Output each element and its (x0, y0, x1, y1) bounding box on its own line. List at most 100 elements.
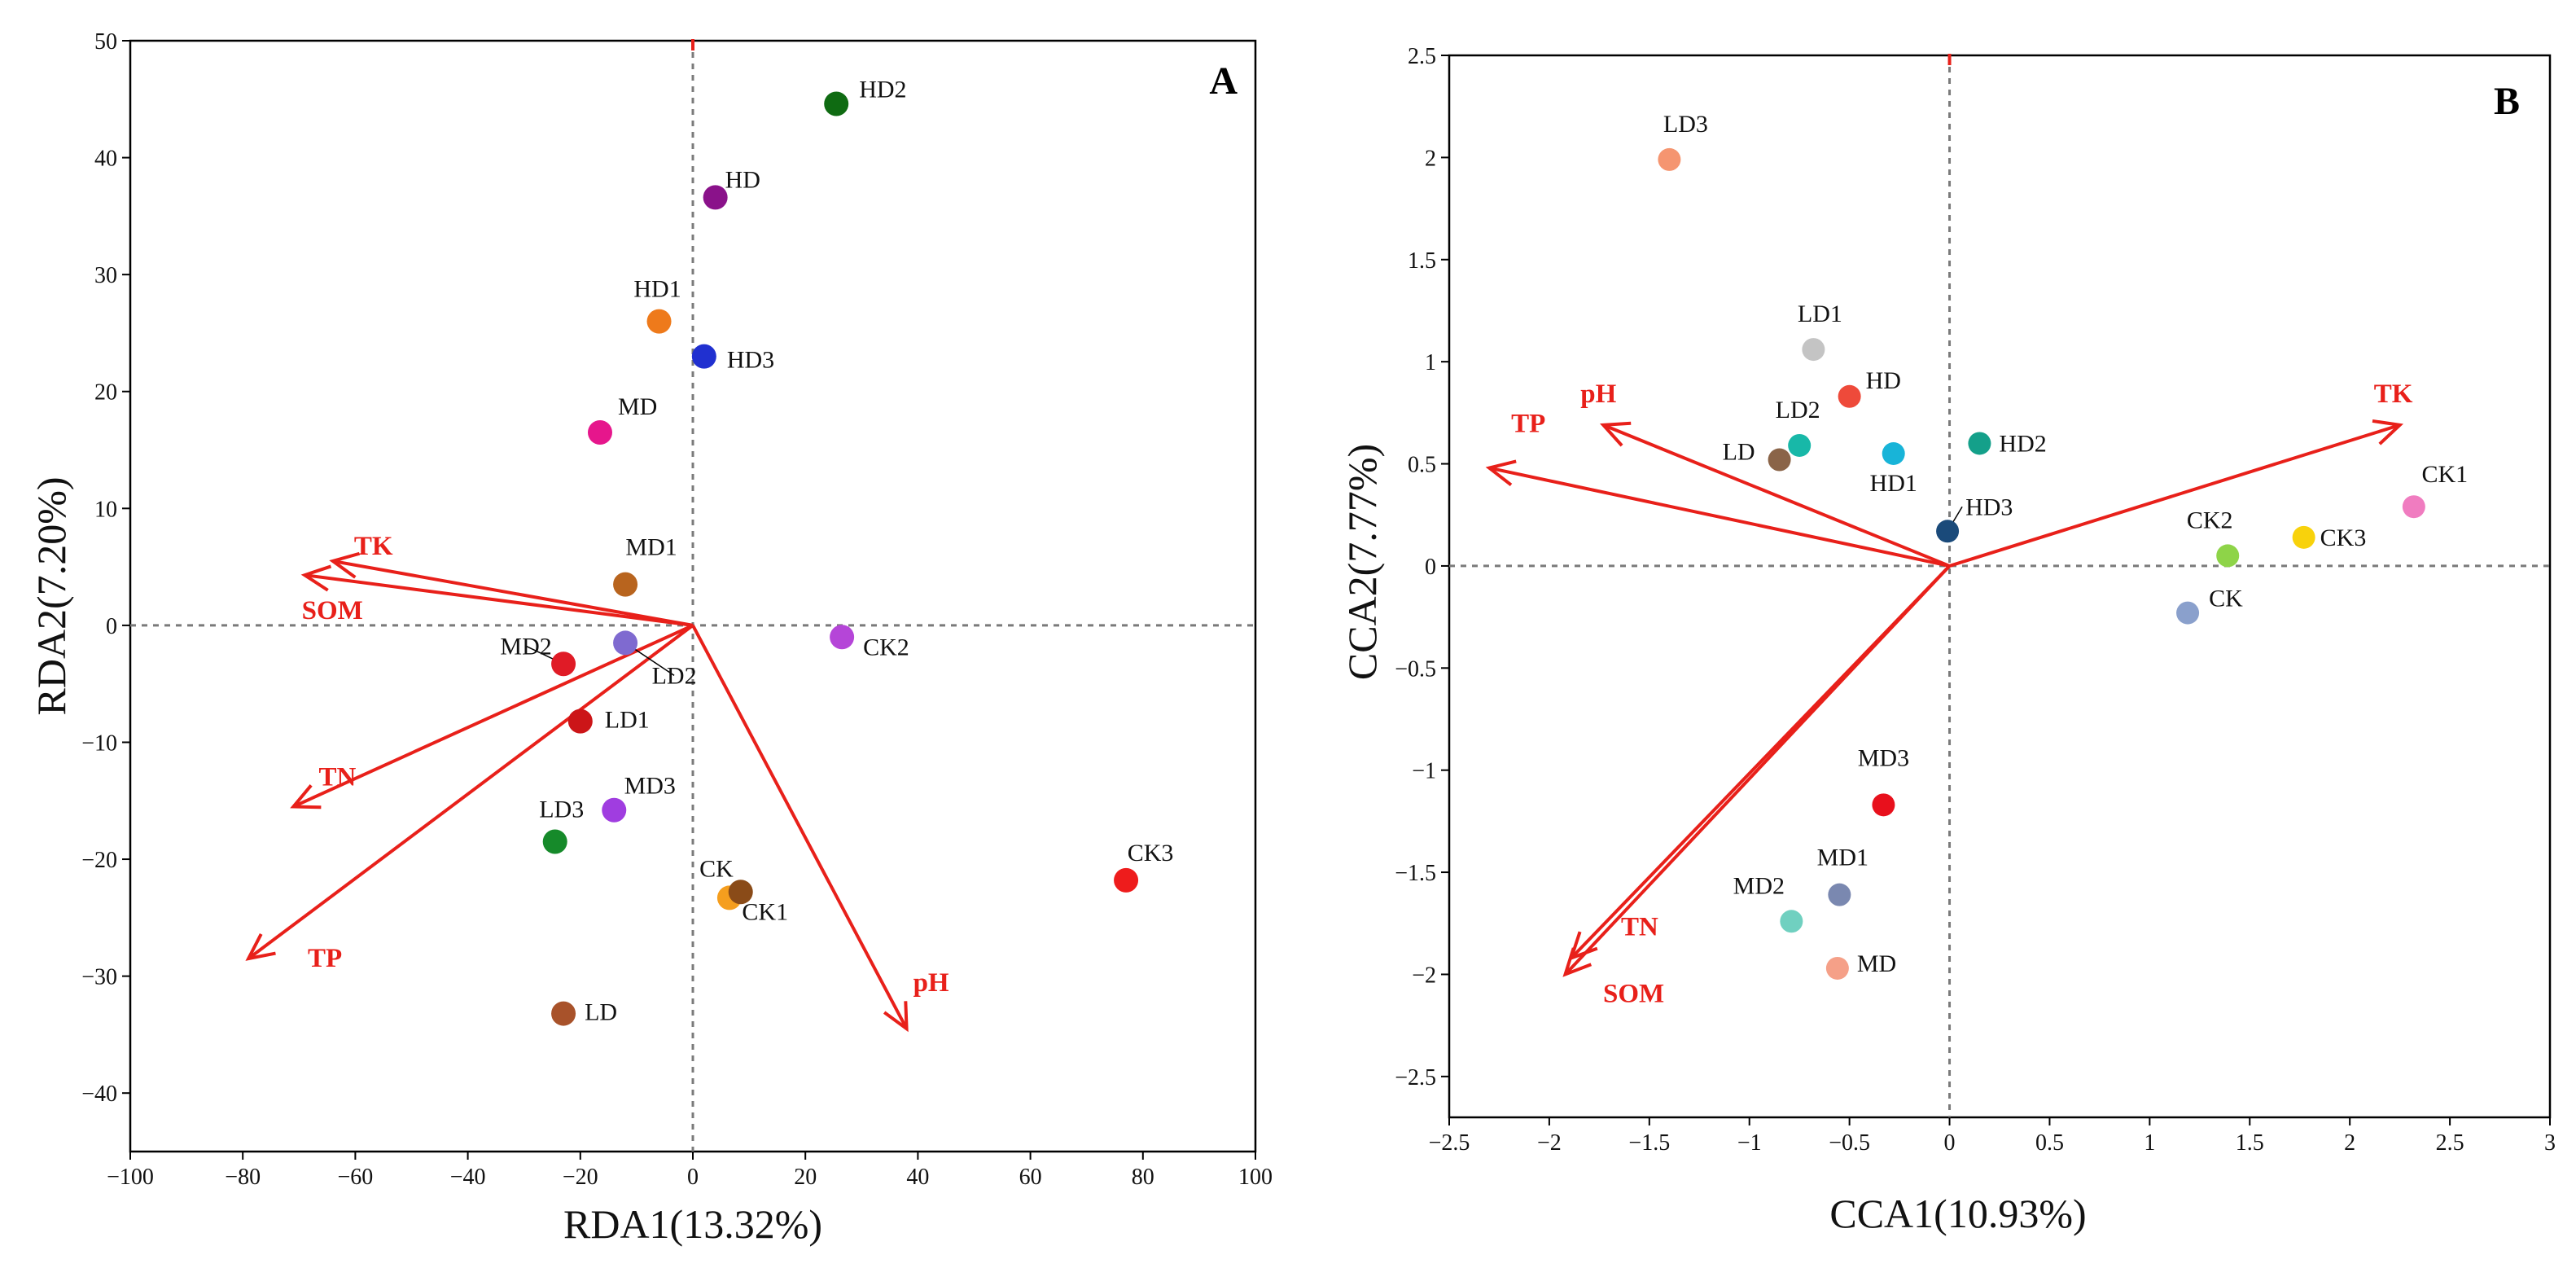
cca-axis-ticks: −2.5 −2 −1.5 −1 −0.5 0 0.5 1 1.5 2 2.5 3 −2.5 −2 −1.5 −… (1395, 44, 2556, 1156)
cca-arrowhead-ph (1600, 421, 1632, 447)
rda-x-tick-label: 20 (794, 1165, 817, 1190)
cca-point-ck (2176, 601, 2200, 625)
cca-point-label-md3: MD3 (1858, 744, 1909, 771)
rda-arrows: TK SOM TN TP pH (245, 532, 949, 1033)
rda-plot-frame (129, 39, 1257, 1153)
cca-arrows: TK TP pH TN SOM (1485, 380, 2413, 1008)
cca-y-tick-label: 1.5 (1408, 248, 1436, 274)
cca-point-label-hd3: HD3 (1965, 494, 2013, 520)
cca-x-tick-label: 0 (1944, 1130, 1956, 1156)
cca-zero-lines (1449, 54, 2550, 1117)
cca-point-md (1825, 956, 1849, 980)
rda-arrow-label-tp: TP (308, 944, 342, 973)
rda-y-tick-label: 50 (94, 29, 117, 55)
cca-y-tick-label: −2 (1412, 963, 1436, 988)
rda-y-tick-label: 10 (94, 497, 117, 522)
rda-x-tick-label: 80 (1132, 1165, 1154, 1190)
cca-point-hd1 (1882, 442, 1905, 465)
cca-point-label-ld: LD (1723, 439, 1755, 466)
cca-arrowhead-tp (1485, 459, 1517, 486)
rda-arrow-label-ph: pH (913, 968, 949, 998)
rda-y-tick-label: 30 (94, 263, 117, 288)
cca-point-hd2 (1968, 432, 1991, 455)
rda-point-label-hd1: HD1 (633, 276, 681, 303)
cca-arrow-tp (1488, 466, 1950, 568)
cca-x-tick-label: 3 (2544, 1130, 2556, 1156)
cca-point-hd (1838, 384, 1861, 408)
cca-point-ld3 (1658, 147, 1681, 171)
cca-point-ld (1768, 448, 1791, 472)
rda-point-label-md2: MD2 (500, 633, 551, 660)
rda-y-tick-label: −30 (81, 965, 117, 990)
rda-arrow-tk (332, 559, 694, 627)
cca-y-tick-label: −1.5 (1395, 861, 1436, 886)
rda-x-tick-label: −80 (225, 1165, 261, 1190)
cca-y-tick-label: 1 (1425, 350, 1436, 375)
cca-point-label-ld1: LD1 (1798, 301, 1842, 327)
rda-arrow-label-tn: TN (318, 762, 356, 792)
rda-point-label-hd2: HD2 (859, 77, 906, 103)
cca-point-label-ld3: LD3 (1663, 111, 1708, 138)
cca-point-hd3 (1936, 520, 1960, 543)
rda-point-label-ld: LD (585, 999, 617, 1026)
cca-point-ck2 (2216, 544, 2240, 568)
rda-arrow-som (304, 573, 694, 627)
rda-y-tick-label: −10 (81, 731, 117, 756)
rda-x-tick-label: −100 (107, 1165, 154, 1190)
cca-arrow-label-tn: TN (1621, 912, 1658, 941)
rda-arrowhead-tn (290, 784, 322, 810)
rda-point-hd3 (691, 344, 716, 369)
rda-axis-ticks: −100 −80 −60 −40 −20 0 20 40 60 80 100−40−30−20−10… (81, 29, 1273, 1190)
cca-y-axis-label: CCA2(7.77%) (1339, 444, 1385, 680)
cca-panel-label: B (2494, 80, 2520, 123)
cca-x-tick-label: 1.5 (2236, 1130, 2264, 1156)
cca-y-tick-label: 2.5 (1408, 44, 1436, 69)
rda-point-label-ck: CK (699, 855, 734, 882)
rda-arrow-label-tk: TK (354, 532, 393, 561)
rda-y-tick-label: 20 (94, 380, 117, 406)
rda-point-md1 (613, 572, 638, 597)
rda-y-axis-label: RDA2(7.20%) (28, 476, 74, 715)
rda-y-tick-label: −40 (81, 1082, 117, 1107)
cca-y-tick-label: 0.5 (1408, 453, 1436, 478)
cca-points: LD3 LD1 HD LD2 LD HD1 HD2 HD3 CK1 CK2 CK3 CK MD3 MD1 M… (1658, 111, 2468, 980)
cca-plot-frame (1448, 54, 2552, 1119)
cca-x-tick-label: 0.5 (2035, 1130, 2064, 1156)
cca-arrow-label-tk: TK (2374, 380, 2413, 409)
rda-arrowhead-tp (245, 932, 276, 961)
rda-x-tick-label: 100 (1238, 1165, 1273, 1190)
rda-arrow-ph (691, 624, 909, 1030)
rda-x-tick-label: 60 (1019, 1165, 1042, 1190)
rda-point-ld3 (542, 829, 567, 854)
rda-point-label-ld3: LD3 (539, 796, 584, 823)
rda-point-label-ld1: LD1 (605, 707, 650, 734)
rda-point-label-ck1: CK1 (742, 898, 788, 925)
rda-point-ck2 (830, 625, 855, 650)
rda-point-label-ld2: LD2 (652, 662, 697, 689)
cca-point-label-hd2: HD2 (1999, 430, 2046, 457)
cca-arrowhead-som (1562, 947, 1592, 977)
rda-point-hd1 (646, 309, 672, 334)
rda-point-ck1 (728, 880, 753, 905)
rda-point-md (587, 419, 612, 445)
rda-panel: −100 −80 −60 −40 −20 0 20 40 60 80 100−40−30−20−10… (28, 29, 1273, 1247)
rda-arrow-label-som: SOM (302, 596, 363, 625)
cca-x-tick-label: 1 (2144, 1130, 2155, 1156)
cca-arrow-som (1564, 564, 1952, 976)
rda-point-label-ck2: CK2 (863, 634, 909, 660)
rda-zero-lines (130, 39, 1255, 1152)
rda-point-hd2 (824, 91, 849, 116)
rda-x-axis-label: RDA1(13.32%) (563, 1201, 822, 1247)
rda-x-tick-label: 0 (687, 1165, 699, 1190)
cca-point-ld2 (1788, 433, 1812, 457)
rda-arrowhead-ph (883, 1001, 909, 1033)
cca-x-axis-label: CCA1(10.93%) (1829, 1191, 2086, 1236)
cca-x-tick-label: −1 (1737, 1130, 1762, 1156)
rda-x-tick-label: 40 (906, 1165, 929, 1190)
cca-x-tick-label: −2.5 (1429, 1130, 1470, 1156)
cca-point-ck1 (2402, 495, 2425, 519)
cca-x-tick-label: 2.5 (2436, 1130, 2464, 1156)
rda-point-ld2 (613, 630, 638, 656)
